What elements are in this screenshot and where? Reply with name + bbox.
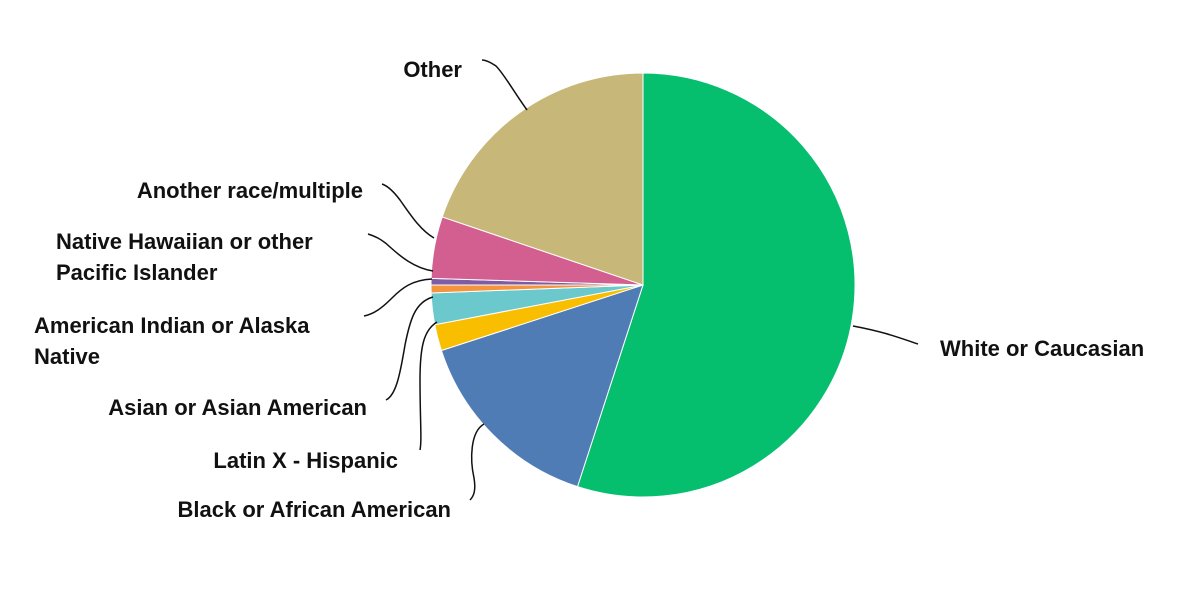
leader-other [481, 59, 528, 111]
slice-labels: White or Caucasian Black or African Amer… [34, 57, 1144, 522]
pie-slices [430, 72, 856, 498]
label-white-or-caucasian: White or Caucasian [940, 336, 1144, 361]
leader-latin-x-hispanic [419, 321, 438, 451]
slice-other [441, 72, 644, 286]
label-native-hawaiian: Native Hawaiian or other Pacific Islander [56, 229, 313, 285]
label-other: Other [403, 57, 462, 82]
label-american-indian-or-alaska-native: American Indian or Alaska Native [34, 313, 310, 369]
slice-black-or-african-american [440, 284, 644, 488]
label-another-race-multiple: Another race/multiple [137, 178, 363, 203]
label-latin-x-hispanic: Latin X - Hispanic [213, 448, 398, 473]
label-asian-or-asian-american: Asian or Asian American [108, 395, 367, 420]
leader-lines [363, 59, 919, 501]
label-black-or-african-american: Black or African American [178, 497, 451, 522]
leader-asian-or-asian-american [385, 296, 434, 401]
leader-another-race-multiple [381, 183, 435, 239]
leader-native-hawaiian [367, 233, 434, 272]
leader-white-or-caucasian [852, 325, 919, 345]
leader-american-indian-or-alaska-native [363, 278, 433, 317]
leader-black-or-african-american [469, 423, 485, 501]
slice-white-or-caucasian [576, 72, 856, 498]
